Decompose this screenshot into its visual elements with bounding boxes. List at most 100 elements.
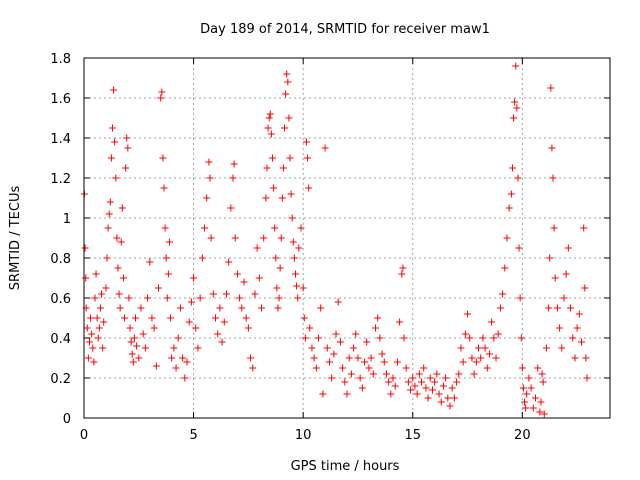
x-tick-label: 5: [189, 428, 197, 443]
data-point: [439, 382, 447, 390]
data-point: [515, 244, 523, 252]
data-point: [278, 194, 286, 202]
data-point: [575, 310, 583, 318]
y-tick-label: 0.4: [50, 332, 71, 347]
data-point: [115, 290, 123, 298]
data-point: [545, 304, 553, 312]
data-point: [214, 330, 222, 338]
data-point: [157, 94, 165, 102]
data-point: [229, 174, 237, 182]
data-point: [569, 334, 577, 342]
x-tick-label: 20: [514, 428, 531, 443]
data-point: [244, 324, 252, 332]
data-point: [222, 290, 230, 298]
data-point: [562, 270, 570, 278]
data-point: [527, 384, 535, 392]
data-point: [99, 344, 107, 352]
data-point: [378, 350, 386, 358]
data-point: [209, 290, 217, 298]
data-point: [481, 344, 489, 352]
data-point: [152, 362, 160, 370]
data-point: [433, 370, 441, 378]
data-point: [281, 124, 289, 132]
data-point: [549, 174, 557, 182]
data-point: [518, 364, 526, 372]
data-point: [464, 310, 472, 318]
data-point: [402, 364, 410, 372]
data-point: [231, 234, 239, 242]
data-point: [212, 314, 219, 322]
data-point: [369, 370, 377, 378]
data-point: [323, 344, 331, 352]
data-point: [468, 354, 476, 362]
data-point: [450, 394, 458, 402]
y-axis-label: SRMTID / TECUs: [8, 186, 23, 291]
data-point: [556, 324, 564, 332]
data-point: [273, 284, 281, 292]
data-point: [341, 378, 349, 386]
data-point: [116, 304, 124, 312]
data-point: [396, 318, 404, 326]
data-point: [161, 224, 169, 232]
data-point: [330, 350, 338, 358]
data-point: [105, 210, 113, 218]
data-point: [516, 294, 524, 302]
data-point: [367, 354, 375, 362]
data-point: [538, 370, 546, 378]
data-point: [167, 314, 175, 322]
data-point: [265, 114, 273, 122]
data-point: [578, 338, 586, 346]
data-point: [453, 378, 461, 386]
data-point: [513, 104, 521, 112]
data-point: [415, 370, 423, 378]
data-point: [514, 174, 522, 182]
data-point: [294, 294, 302, 302]
data-point: [400, 334, 408, 342]
data-point: [475, 344, 482, 352]
data-point: [96, 304, 104, 312]
data-point: [201, 224, 209, 232]
data-point: [216, 304, 224, 312]
data-point: [150, 324, 158, 332]
data-point: [190, 274, 198, 282]
data-point: [132, 314, 140, 322]
data-point: [306, 324, 314, 332]
data-point: [284, 78, 292, 86]
data-point: [194, 344, 202, 352]
data-point: [141, 344, 149, 352]
data-point: [537, 398, 545, 406]
data-point: [165, 238, 173, 246]
data-point: [92, 270, 100, 278]
data-point: [409, 374, 417, 382]
data-point: [319, 390, 327, 398]
data-point: [107, 154, 115, 162]
data-point: [550, 224, 558, 232]
data-point: [164, 270, 172, 278]
data-point: [510, 114, 518, 122]
data-point: [382, 370, 390, 378]
data-point: [227, 204, 235, 212]
y-tick-label: 0: [63, 412, 71, 427]
x-axis-label: GPS time / hours: [291, 459, 400, 474]
data-point: [413, 390, 421, 398]
data-point: [106, 198, 114, 206]
data-point: [268, 154, 276, 162]
data-point: [317, 304, 325, 312]
data-point: [218, 338, 226, 346]
data-point: [238, 304, 246, 312]
data-point: [345, 354, 353, 362]
x-axis-ticks: 0 5 10 15 20: [80, 58, 531, 443]
data-point: [295, 244, 303, 252]
data-point: [289, 238, 297, 246]
data-point: [137, 304, 145, 312]
data-point: [483, 364, 491, 372]
data-point: [389, 374, 397, 382]
data-point: [124, 144, 132, 152]
data-point: [230, 160, 238, 168]
data-point: [129, 358, 137, 366]
data-point: [95, 324, 103, 332]
data-point: [94, 334, 102, 342]
data-point: [461, 330, 469, 338]
data-point: [380, 358, 388, 366]
data-point: [339, 364, 347, 372]
